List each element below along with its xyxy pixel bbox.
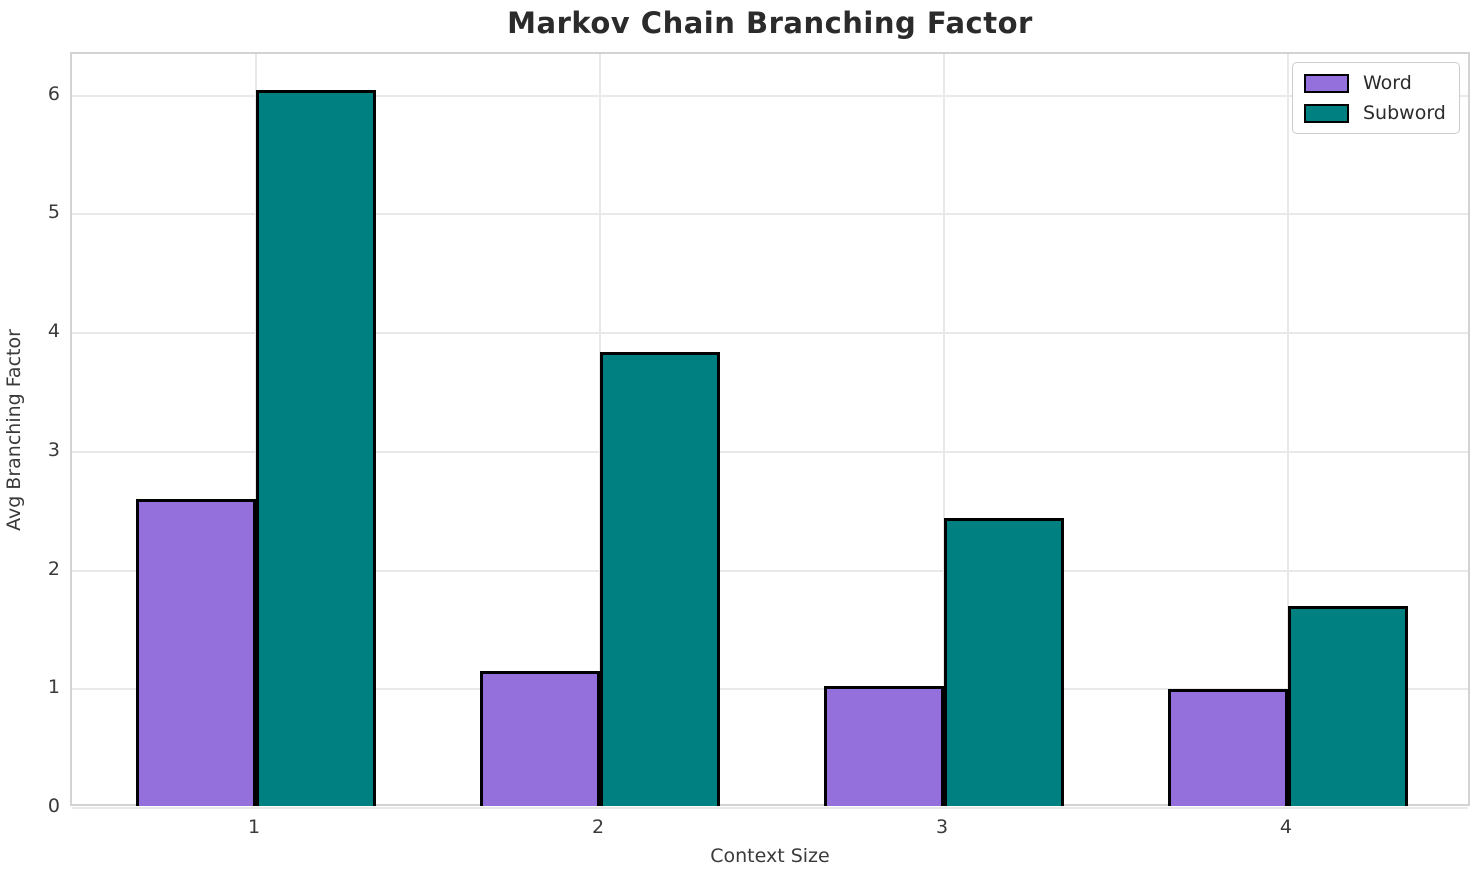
bar-word-context-3: [823, 685, 944, 806]
gridline-vertical: [942, 54, 945, 804]
legend-label: Subword: [1363, 102, 1446, 124]
bar-word-context-1: [135, 499, 257, 806]
x-tick-label: 4: [1279, 816, 1293, 838]
bar-subword-context-4: [1287, 606, 1409, 806]
gridline-horizontal: [72, 213, 1468, 216]
gridline-horizontal: [72, 688, 1468, 691]
gridline-horizontal: [72, 450, 1468, 453]
y-tick-label: 5: [47, 201, 60, 224]
gridline-vertical: [1286, 54, 1289, 804]
bar-subword-context-2: [600, 352, 721, 806]
legend-label: Word: [1363, 72, 1412, 94]
bar-subword-context-3: [943, 518, 1065, 806]
gridline-horizontal: [72, 332, 1468, 335]
y-tick-label: 6: [47, 82, 60, 105]
bar-word-context-4: [1167, 689, 1288, 806]
y-tick-label: 1: [47, 676, 60, 699]
legend-entry-subword: Subword: [1304, 102, 1446, 124]
legend: Word Subword: [1292, 62, 1460, 134]
bar-word-context-2: [479, 671, 600, 806]
y-tick-label: 3: [47, 438, 60, 461]
y-tick-label: 0: [47, 795, 60, 817]
legend-entry-word: Word: [1304, 72, 1446, 94]
y-tick-label: 4: [47, 320, 60, 343]
plot-area: [70, 52, 1470, 809]
y-tick-label: 2: [47, 557, 60, 580]
bar-subword-context-1: [256, 89, 377, 806]
legend-swatch-word: [1304, 73, 1349, 93]
x-tick-label: 1: [247, 816, 261, 838]
chart-title: Markov Chain Branching Factor: [507, 6, 1033, 40]
x-tick-label: 2: [591, 816, 605, 838]
gridline-horizontal: [72, 94, 1468, 97]
gridline-horizontal: [72, 807, 1468, 809]
x-axis-label: Context Size: [710, 845, 830, 867]
legend-swatch-subword: [1304, 103, 1349, 123]
gridline-horizontal: [72, 569, 1468, 572]
y-axis-label: Avg Branching Factor: [3, 329, 25, 531]
x-tick-label: 3: [935, 816, 949, 838]
